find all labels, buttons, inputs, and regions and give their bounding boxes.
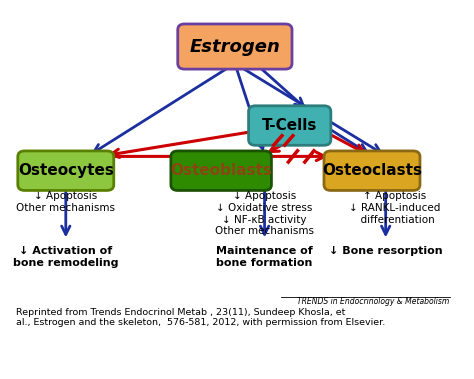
FancyBboxPatch shape	[18, 151, 114, 190]
Text: Osteocytes: Osteocytes	[18, 163, 114, 178]
Text: ↓ Activation of
bone remodeling: ↓ Activation of bone remodeling	[13, 246, 118, 268]
Text: Maintenance of
bone formation: Maintenance of bone formation	[216, 246, 313, 268]
Text: ↑ Apoptosis
↓ RANKL-induced
  differentiation: ↑ Apoptosis ↓ RANKL-induced differentiat…	[349, 191, 440, 225]
FancyBboxPatch shape	[178, 24, 292, 69]
FancyBboxPatch shape	[324, 151, 420, 190]
FancyBboxPatch shape	[248, 106, 331, 145]
Text: Estrogen: Estrogen	[190, 38, 280, 56]
Text: Osteoclasts: Osteoclasts	[322, 163, 422, 178]
FancyBboxPatch shape	[171, 151, 272, 190]
Text: ↓ Bone resorption: ↓ Bone resorption	[329, 246, 443, 256]
Text: Osteoblasts: Osteoblasts	[170, 163, 272, 178]
Text: TRENDS in Endocrinology & Metabolism: TRENDS in Endocrinology & Metabolism	[297, 297, 450, 306]
Text: ↓ Apoptosis
↓ Oxidative stress
↓ NF-κB activity
Other mechanisms: ↓ Apoptosis ↓ Oxidative stress ↓ NF-κB a…	[215, 191, 314, 236]
Text: Reprinted from Trends Endocrinol Metab , 23(11), Sundeep Khosla, et
al., Estroge: Reprinted from Trends Endocrinol Metab ,…	[16, 308, 385, 327]
Text: T-Cells: T-Cells	[262, 118, 318, 133]
Text: ↓ Apoptosis
Other mechanisms: ↓ Apoptosis Other mechanisms	[16, 191, 115, 213]
